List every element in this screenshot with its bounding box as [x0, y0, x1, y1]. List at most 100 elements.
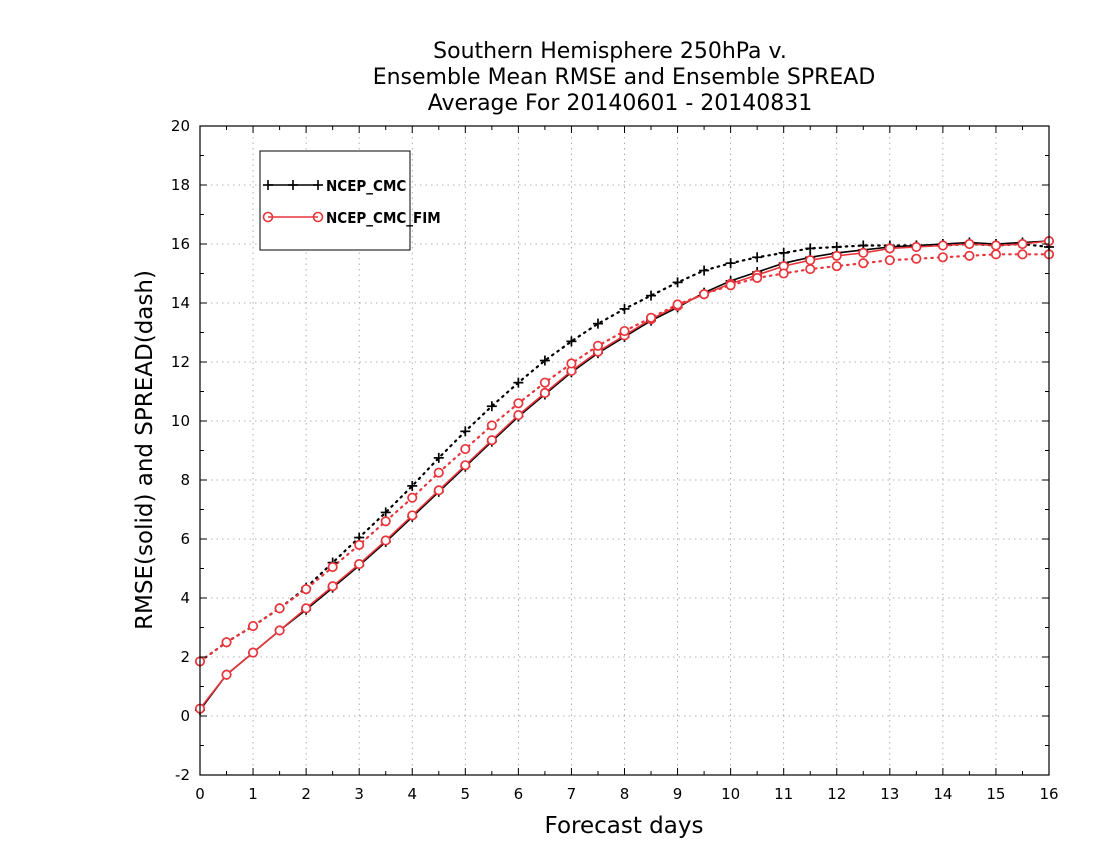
series-layer: [194, 236, 1055, 716]
point-ncep-cmc-fim-spread: [301, 584, 312, 595]
point-ncep-cmc-fim-rmse: [380, 535, 391, 546]
point-ncep-cmc-spread: [592, 318, 603, 329]
y-tick-label: 14: [171, 294, 190, 312]
point-ncep-cmc-fim-spread: [937, 252, 948, 263]
y-tick-label: 12: [171, 353, 190, 371]
point-ncep-cmc-spread: [699, 265, 710, 276]
title-line-2: Ensemble Mean RMSE and Ensemble SPREAD: [373, 65, 876, 90]
y-tick-label: 20: [171, 117, 190, 135]
point-ncep-cmc-fim-spread: [380, 516, 391, 527]
x-tick-label: 13: [880, 785, 899, 803]
point-ncep-cmc-spread: [646, 290, 657, 301]
point-ncep-cmc-spread: [778, 247, 789, 258]
point-ncep-cmc-fim-spread: [805, 264, 816, 275]
point-ncep-cmc-fim-spread: [248, 620, 259, 632]
point-ncep-cmc-spread: [831, 241, 842, 252]
x-tick-label: 2: [301, 785, 311, 803]
x-tick-label: 8: [620, 785, 630, 803]
x-tick-label: 10: [721, 785, 740, 803]
x-tick-label: 7: [567, 785, 577, 803]
point-ncep-cmc-fim-rmse: [911, 241, 922, 252]
x-tick-label: 4: [407, 785, 417, 803]
legend-marker-ncep-cmc-fim: [262, 211, 324, 223]
y-axis: -2 0 2 4 6 8 10 12 14 16 18 20: [171, 117, 1049, 784]
x-tick-label: 15: [986, 785, 1005, 803]
point-ncep-cmc-fim-rmse: [964, 238, 975, 250]
point-ncep-cmc-fim-spread: [964, 250, 975, 261]
title-line-1: Southern Hemisphere 250hPa v.: [433, 39, 787, 64]
point-ncep-cmc-spread: [672, 277, 683, 288]
point-ncep-cmc-spread: [539, 355, 550, 366]
point-ncep-cmc-fim-spread: [831, 261, 842, 272]
point-ncep-cmc-fim-rmse: [831, 250, 842, 261]
point-ncep-cmc-fim-spread: [699, 289, 710, 300]
point-ncep-cmc-fim-rmse: [539, 387, 550, 399]
chart-title: Southern Hemisphere 250hPa v. Ensemble M…: [373, 39, 876, 116]
point-ncep-cmc-fim-spread: [433, 467, 444, 478]
legend-box: [259, 150, 411, 251]
point-ncep-cmc-fim-rmse: [486, 435, 497, 446]
point-ncep-cmc-spread: [407, 480, 418, 491]
point-ncep-cmc-spread: [486, 401, 497, 412]
x-axis-label: Forecast days: [545, 813, 704, 839]
point-ncep-cmc-fim-rmse: [937, 240, 948, 251]
point-ncep-cmc-fim-rmse: [301, 603, 312, 614]
point-ncep-cmc-fim-spread: [592, 340, 604, 351]
point-ncep-cmc-spread: [725, 258, 736, 269]
point-ncep-cmc-fim-spread: [725, 280, 736, 291]
point-ncep-cmc-fim-rmse: [433, 485, 444, 496]
legend: NCEP_CMC NCEP_CMC_FIM: [259, 150, 441, 251]
point-ncep-cmc-fim-spread: [1017, 249, 1028, 260]
point-ncep-cmc-spread: [433, 452, 444, 463]
point-ncep-cmc-fim-rmse: [990, 240, 1001, 251]
point-ncep-cmc-fim-spread: [460, 443, 471, 455]
point-ncep-cmc-fim-spread: [486, 420, 497, 431]
point-ncep-cmc-fim-rmse: [221, 669, 232, 680]
point-ncep-cmc-fim-spread: [407, 492, 418, 503]
title-line-3: Average For 20140601 - 20140831: [428, 91, 813, 116]
point-ncep-cmc-spread: [513, 377, 524, 388]
y-tick-label: 0: [180, 707, 190, 725]
point-ncep-cmc-fim-rmse: [858, 247, 869, 258]
x-tick-label: 9: [673, 785, 683, 803]
y-tick-label: 10: [171, 412, 190, 430]
point-ncep-cmc-fim-spread: [990, 249, 1001, 260]
x-tick-label: 14: [933, 785, 952, 803]
point-ncep-cmc-fim-rmse: [1017, 238, 1028, 250]
point-ncep-cmc-spread: [752, 252, 763, 263]
point-ncep-cmc-fim-rmse: [805, 255, 816, 266]
point-ncep-cmc-fim-rmse: [248, 647, 259, 658]
legend-marker-ncep-cmc: [263, 180, 323, 190]
legend-label-ncep-cmc: NCEP_CMC: [326, 177, 406, 195]
point-ncep-cmc-fim-spread: [327, 561, 338, 573]
y-tick-label: 8: [180, 471, 190, 489]
point-ncep-cmc-fim-rmse: [884, 243, 895, 254]
y-axis-label: RMSE(solid) and SPREAD(dash): [132, 270, 158, 630]
point-ncep-cmc-fim-spread: [911, 253, 922, 264]
point-ncep-cmc-fim-spread: [645, 312, 657, 323]
x-tick-label: 1: [248, 785, 258, 803]
point-ncep-cmc-fim-spread: [884, 255, 895, 266]
point-ncep-cmc-fim-spread: [539, 377, 550, 388]
grid: [200, 126, 1049, 775]
x-axis: 0 1 2 3 4 5 6 7 8 9 10 11 12 13 14 15 16: [195, 126, 1059, 803]
point-ncep-cmc-spread: [619, 303, 630, 314]
x-tick-label: 16: [1039, 785, 1058, 803]
point-ncep-cmc-fim-rmse: [354, 559, 365, 570]
point-ncep-cmc-spread: [805, 243, 816, 254]
point-ncep-cmc-fim-rmse: [274, 625, 285, 636]
y-tick-label: 2: [180, 648, 190, 666]
point-ncep-cmc-fim-rmse: [513, 410, 524, 421]
point-ncep-cmc-fim-spread: [672, 299, 683, 310]
point-ncep-cmc-fim-spread: [513, 398, 524, 409]
y-tick-label: 6: [180, 530, 190, 548]
legend-label-ncep-cmc-fim: NCEP_CMC_FIM: [326, 209, 441, 227]
point-ncep-cmc-fim-spread: [566, 358, 577, 369]
point-ncep-cmc-fim-spread: [619, 325, 630, 337]
point-ncep-cmc-spread: [566, 336, 577, 347]
point-ncep-cmc-fim-rmse: [327, 581, 338, 592]
x-tick-label: 6: [514, 785, 524, 803]
y-tick-label: -2: [175, 766, 190, 784]
point-ncep-cmc-fim-spread: [274, 603, 285, 614]
